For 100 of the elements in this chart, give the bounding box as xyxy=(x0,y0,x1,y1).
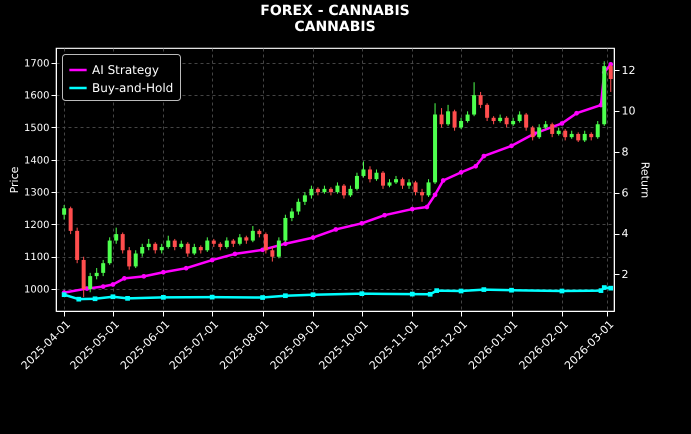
candlestick xyxy=(302,192,307,206)
candlestick xyxy=(466,110,470,124)
point xyxy=(161,270,166,275)
candlestick xyxy=(101,259,106,277)
y-tick-label: 1600 xyxy=(24,90,50,102)
candlestick xyxy=(160,243,164,254)
point xyxy=(260,295,265,300)
candlestick xyxy=(205,236,210,252)
point xyxy=(560,288,564,294)
point xyxy=(458,170,464,175)
point xyxy=(602,285,607,290)
candlestick xyxy=(354,172,359,191)
point xyxy=(360,291,364,296)
candlestick xyxy=(608,64,613,92)
candlestick xyxy=(127,246,132,270)
y-tick-label: 1700 xyxy=(24,58,50,70)
candlestick xyxy=(426,178,431,198)
candlestick xyxy=(374,168,378,182)
candlestick xyxy=(361,160,366,178)
candlestick xyxy=(172,238,177,251)
candlestick xyxy=(270,246,274,262)
y2-axis-title: Return xyxy=(638,162,652,198)
point xyxy=(410,206,415,212)
candlestick xyxy=(108,236,112,266)
candlestick xyxy=(166,235,170,250)
point xyxy=(110,294,116,300)
candlestick xyxy=(440,108,444,128)
y-tick-label: 1500 xyxy=(24,122,50,134)
candlestick xyxy=(140,243,144,258)
candlestick xyxy=(335,182,340,194)
candlestick xyxy=(530,125,535,141)
y-tick-label: 1400 xyxy=(24,155,50,166)
y2-tick-label: 4 xyxy=(622,227,628,240)
point xyxy=(232,252,238,256)
point xyxy=(310,292,316,298)
point xyxy=(432,192,438,198)
candlestick xyxy=(452,109,457,132)
y-tick-label: 1100 xyxy=(24,252,50,264)
candlestick xyxy=(114,227,118,244)
point xyxy=(210,294,215,300)
point xyxy=(574,110,579,116)
point xyxy=(142,274,146,279)
point xyxy=(458,288,464,294)
point xyxy=(283,241,288,246)
candlestick xyxy=(407,178,412,190)
y2-tick-label: 10 xyxy=(622,104,636,118)
point xyxy=(424,204,430,210)
candlestick xyxy=(576,132,580,143)
point xyxy=(210,258,215,262)
candlestick xyxy=(153,242,158,254)
point xyxy=(122,276,127,281)
y-tick-label: 1300 xyxy=(24,188,50,199)
point xyxy=(382,212,387,218)
candlestick xyxy=(478,91,483,109)
candlestick xyxy=(537,124,542,140)
point xyxy=(125,296,130,301)
candlestick xyxy=(134,250,138,269)
candlestick xyxy=(518,110,522,124)
candlestick xyxy=(88,272,92,293)
candlestick xyxy=(524,112,528,132)
chart-subtitle: CANNABIS xyxy=(294,19,376,35)
candlestick xyxy=(342,184,346,200)
legend-label: AI Strategy xyxy=(92,63,159,77)
y2-tick-label: 8 xyxy=(622,145,628,158)
point xyxy=(509,144,514,148)
point xyxy=(161,294,166,300)
point xyxy=(608,286,614,291)
candlestick xyxy=(596,120,600,140)
candlestick xyxy=(238,234,242,246)
candlestick xyxy=(186,242,190,258)
point xyxy=(434,288,440,293)
candlestick xyxy=(400,177,405,190)
point xyxy=(283,293,288,298)
point xyxy=(62,292,66,298)
candlestick xyxy=(94,268,99,280)
candlestick xyxy=(224,236,229,250)
point xyxy=(473,164,478,169)
point xyxy=(310,235,316,240)
candlestick xyxy=(68,206,73,235)
candlestick xyxy=(276,236,281,259)
candlestick xyxy=(563,128,568,141)
point xyxy=(92,296,98,302)
point xyxy=(184,266,188,271)
point xyxy=(440,178,446,183)
chart-title: FOREX - CANNABIS xyxy=(260,3,410,19)
candlestick xyxy=(290,208,294,222)
candlestick xyxy=(309,185,314,200)
point xyxy=(482,154,486,158)
candlestick xyxy=(472,82,476,117)
point xyxy=(509,288,514,293)
candlestick xyxy=(414,180,418,196)
point xyxy=(76,296,82,302)
candlestick xyxy=(485,102,490,122)
y2-tick-label: 12 xyxy=(622,64,636,77)
candlestick xyxy=(504,116,509,128)
candlestick xyxy=(582,130,587,143)
y-tick-label: 1200 xyxy=(24,220,50,231)
candlestick xyxy=(264,232,268,254)
candlestick xyxy=(380,170,385,190)
point xyxy=(110,282,116,287)
